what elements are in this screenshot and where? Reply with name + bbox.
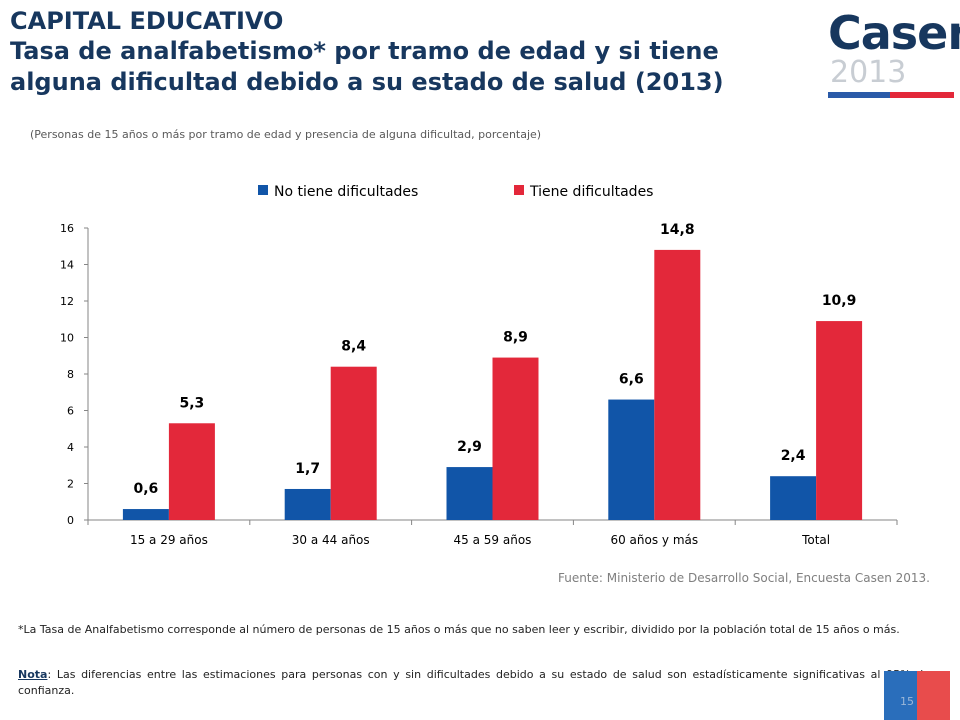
chart-title-line2: alguna dificultad debido a su estado de … [10, 68, 724, 96]
y-tick-label: 10 [60, 332, 74, 345]
y-tick-label: 8 [67, 368, 74, 381]
bar [122, 509, 169, 520]
y-tick-label: 6 [67, 405, 74, 418]
bar [168, 423, 215, 520]
y-tick-label: 12 [60, 295, 74, 308]
page-heading: CAPITAL EDUCATIVO Tasa de analfabetismo*… [10, 6, 810, 98]
data-label: 5,3 [179, 395, 204, 411]
legend-label: No tiene dificultades [274, 184, 418, 200]
data-label: 1,7 [295, 461, 320, 477]
corner-blue-block [884, 671, 917, 720]
section-title: CAPITAL EDUCATIVO [10, 7, 284, 35]
data-label: 6,6 [619, 372, 644, 388]
bar [770, 476, 817, 520]
data-label: 2,4 [781, 448, 806, 464]
footnote-note: Nota: Las diferencias entre las estimaci… [18, 667, 930, 699]
footnote-definition: *La Tasa de Analfabetismo corresponde al… [18, 623, 900, 636]
note-label: Nota [18, 668, 48, 681]
data-label: 8,9 [503, 330, 528, 346]
bar [608, 399, 655, 520]
legend-label: Tiene dificultades [529, 184, 653, 200]
logo-bar-blue [828, 92, 890, 98]
x-tick-label: 30 a 44 años [292, 533, 370, 547]
chart-title-line1: Tasa de analfabetismo* por tramo de edad… [10, 37, 719, 65]
y-tick-label: 4 [67, 441, 74, 454]
casen-logo: Casen 2013 [828, 6, 960, 98]
data-label: 0,6 [133, 481, 158, 497]
chart-area: No tiene dificultades Tiene dificultades 0… [40, 175, 920, 574]
x-tick-label: Total [801, 533, 830, 547]
corner-red-block [917, 671, 950, 720]
y-tick-label: 0 [67, 514, 74, 527]
bar-chart: No tiene dificultades Tiene dificultades 0… [60, 184, 898, 547]
x-tick-label: 60 años y más [610, 533, 698, 547]
data-label: 8,4 [341, 339, 366, 355]
data-label: 2,9 [457, 439, 482, 455]
page-number: 15 [900, 695, 914, 708]
note-text: : Las diferencias entre las estimaciones… [18, 668, 930, 697]
page-corner-decoration: 15 [884, 671, 950, 720]
chart-subtitle: (Personas de 15 años o más por tramo de … [30, 128, 542, 141]
y-tick-label: 16 [60, 222, 74, 235]
legend-swatch [258, 185, 268, 195]
logo-year: 2013 [830, 55, 907, 90]
bar [654, 249, 701, 520]
data-label: 14,8 [660, 222, 695, 238]
data-label: 10,9 [822, 293, 857, 309]
y-tick-label: 14 [60, 259, 74, 272]
bar [816, 321, 863, 520]
legend-swatch [514, 185, 524, 195]
x-tick-label: 45 a 59 años [454, 533, 532, 547]
bar [330, 366, 377, 520]
bar [492, 357, 539, 520]
logo-bar-red [890, 92, 954, 98]
logo-word: Casen [828, 6, 960, 60]
x-tick-label: 15 a 29 años [130, 533, 208, 547]
bar [446, 467, 493, 520]
y-tick-label: 2 [67, 478, 74, 491]
bar [284, 488, 331, 520]
source-note: Fuente: Ministerio de Desarrollo Social,… [557, 571, 930, 585]
